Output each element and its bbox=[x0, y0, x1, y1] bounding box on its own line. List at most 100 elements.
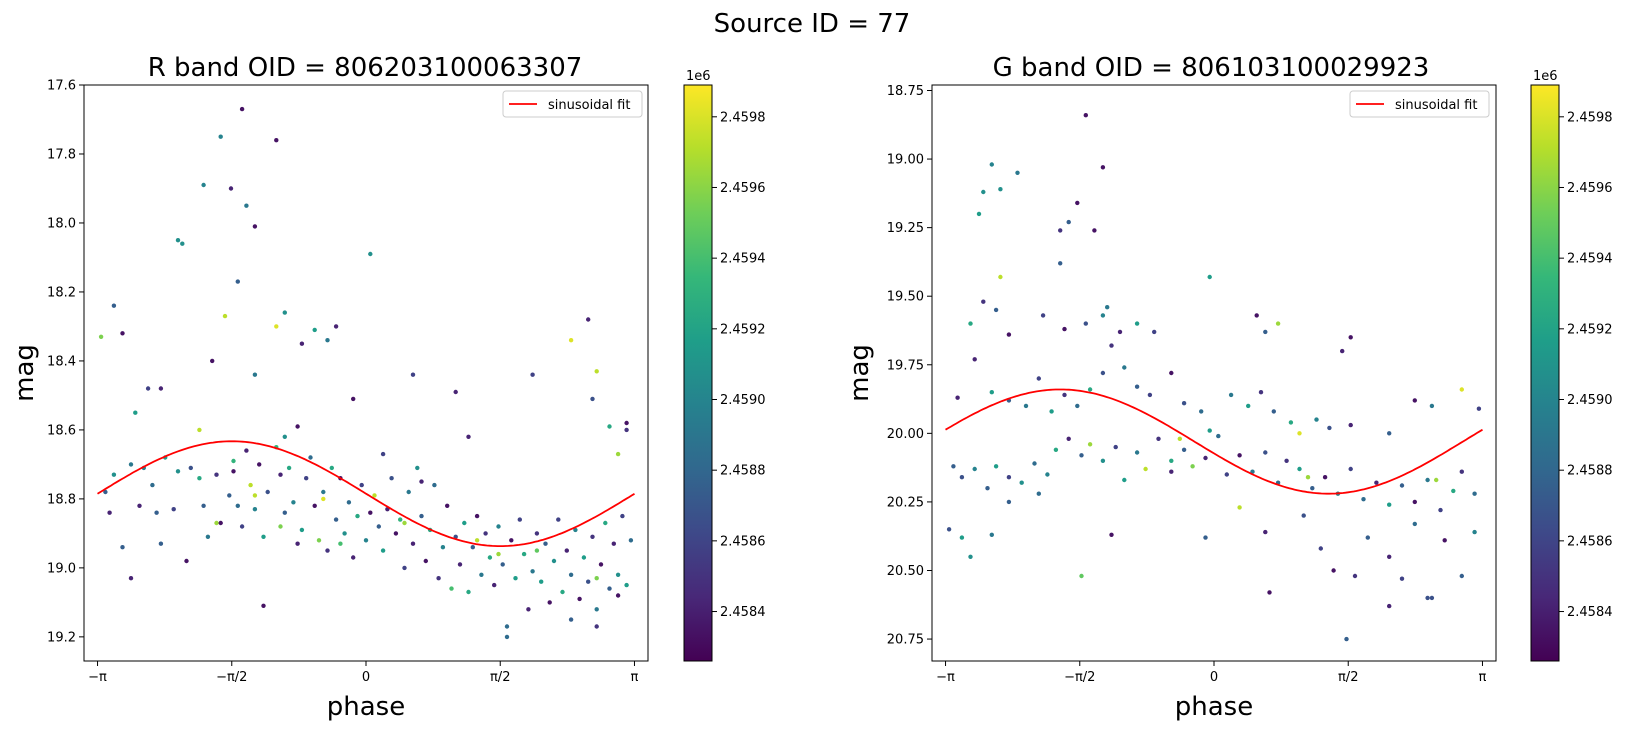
colorbar-tick-label: 2.4598 bbox=[1567, 110, 1613, 125]
data-point bbox=[1006, 499, 1012, 505]
data-point bbox=[1169, 458, 1174, 463]
chart-g-title: G band OID = 806103100029923 bbox=[993, 53, 1430, 83]
data-point bbox=[547, 600, 552, 605]
data-point bbox=[1472, 491, 1477, 496]
data-point bbox=[201, 182, 206, 188]
data-point bbox=[265, 489, 270, 495]
data-point bbox=[594, 369, 599, 374]
data-point bbox=[380, 548, 386, 553]
data-point bbox=[1015, 170, 1020, 175]
data-point bbox=[1203, 455, 1208, 461]
data-point bbox=[479, 572, 484, 577]
data-point bbox=[321, 496, 326, 502]
data-point bbox=[1387, 554, 1392, 559]
data-point bbox=[1075, 200, 1080, 206]
data-point bbox=[406, 489, 411, 495]
data-point bbox=[380, 451, 386, 457]
data-point bbox=[410, 541, 416, 546]
data-point bbox=[402, 565, 407, 571]
data-point bbox=[530, 372, 535, 377]
data-point bbox=[573, 527, 578, 533]
data-point bbox=[351, 396, 356, 402]
suptitle: Source ID = 77 bbox=[714, 9, 911, 39]
data-point bbox=[959, 475, 965, 480]
data-point bbox=[1216, 433, 1221, 439]
y-tick-label: 19.50 bbox=[887, 290, 924, 305]
data-point bbox=[376, 524, 381, 529]
data-point bbox=[946, 527, 952, 532]
chart-r-title: R band OID = 806203100063307 bbox=[148, 53, 583, 83]
data-point bbox=[1237, 453, 1242, 458]
data-point bbox=[1066, 219, 1071, 225]
data-point bbox=[1079, 453, 1084, 458]
data-point bbox=[1438, 507, 1443, 513]
data-point bbox=[1134, 450, 1140, 455]
data-point bbox=[1314, 417, 1319, 422]
data-point bbox=[1092, 228, 1097, 233]
data-point bbox=[295, 541, 300, 546]
x-tick-label: −π bbox=[936, 670, 955, 685]
data-point bbox=[1352, 573, 1358, 579]
data-point bbox=[1045, 472, 1050, 477]
data-point bbox=[534, 548, 540, 553]
data-point bbox=[611, 541, 616, 546]
data-point bbox=[1425, 477, 1430, 483]
data-point bbox=[607, 424, 612, 429]
fit-line bbox=[97, 440, 635, 547]
y-tick-label: 19.2 bbox=[47, 630, 76, 645]
chart-r-plot-area bbox=[84, 85, 648, 661]
data-point bbox=[231, 469, 236, 474]
data-point bbox=[1100, 370, 1106, 376]
data-point bbox=[103, 489, 108, 495]
data-point bbox=[325, 338, 330, 343]
colorbar-tick-label: 2.4596 bbox=[1567, 181, 1613, 196]
data-point bbox=[504, 624, 510, 629]
data-point bbox=[1203, 535, 1208, 540]
data-point bbox=[111, 303, 117, 308]
y-tick-label: 20.75 bbox=[887, 633, 924, 648]
data-point bbox=[329, 465, 334, 471]
y-tick-label: 18.75 bbox=[887, 84, 924, 99]
data-point bbox=[1122, 477, 1127, 483]
chart-r-yticks: 17.6 17.8 18.0 18.2 18.4 18.6 18.8 19.0 19.2 bbox=[47, 79, 84, 645]
data-point bbox=[1246, 403, 1251, 409]
y-tick-label: 20.50 bbox=[887, 564, 924, 579]
data-point bbox=[504, 634, 510, 640]
data-point bbox=[235, 279, 240, 284]
data-point bbox=[564, 548, 569, 553]
data-point bbox=[989, 162, 994, 167]
data-point bbox=[261, 534, 266, 539]
data-point bbox=[228, 186, 234, 191]
data-point bbox=[1207, 274, 1212, 280]
data-point bbox=[1472, 529, 1477, 535]
data-point bbox=[1053, 447, 1059, 452]
data-point bbox=[1083, 321, 1089, 326]
chart-r-xticks: −π −π/2 0 π/2 π bbox=[88, 661, 639, 685]
chart-g-colorbar: 2.4584 2.4586 2.4588 2.4590 2.4592 2.4594 2.45… bbox=[1530, 69, 1613, 662]
data-point bbox=[150, 482, 155, 488]
chart-g-fit bbox=[945, 388, 1483, 495]
data-point bbox=[205, 534, 211, 539]
x-tick-label: −π/2 bbox=[1064, 670, 1095, 685]
data-point bbox=[1079, 573, 1084, 579]
data-point bbox=[252, 372, 258, 377]
data-point bbox=[398, 517, 403, 522]
data-point bbox=[1032, 461, 1037, 466]
data-point bbox=[1451, 488, 1456, 494]
data-point bbox=[316, 538, 322, 543]
data-point bbox=[624, 420, 629, 426]
data-point bbox=[543, 541, 548, 546]
data-point bbox=[1036, 491, 1042, 496]
data-point bbox=[158, 386, 164, 391]
data-point bbox=[968, 554, 973, 559]
data-point bbox=[628, 538, 634, 543]
data-point bbox=[295, 424, 300, 429]
data-point bbox=[590, 396, 595, 402]
data-point bbox=[1023, 403, 1029, 409]
data-point bbox=[278, 524, 283, 529]
data-point bbox=[436, 576, 441, 581]
data-point bbox=[1263, 529, 1268, 535]
data-point bbox=[1134, 321, 1140, 326]
colorbar-tick-label: 2.4584 bbox=[720, 605, 766, 620]
data-point bbox=[120, 545, 125, 550]
